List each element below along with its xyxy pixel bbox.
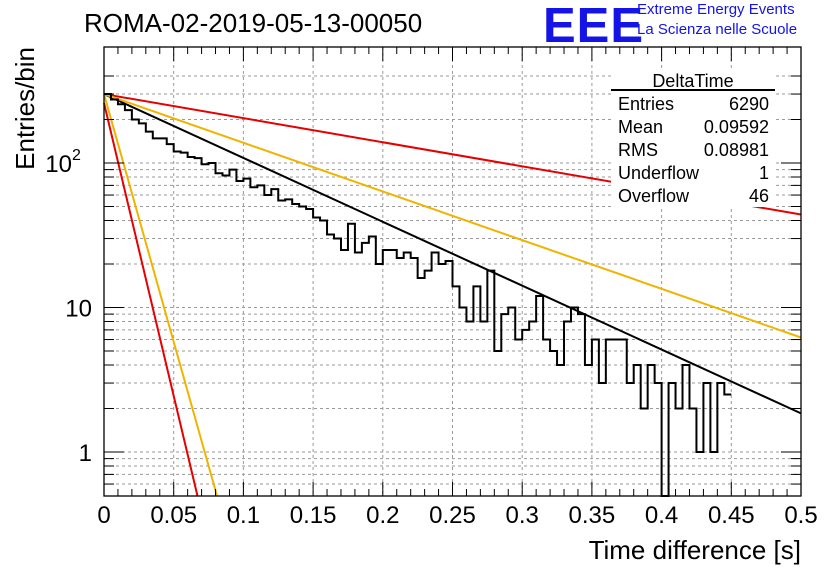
x-tick-label: 0.15 [290, 502, 337, 529]
y-tick-label: 10 [45, 151, 72, 178]
fit-curve [103, 93, 802, 339]
x-tick-label: 0.1 [227, 502, 260, 529]
logo-subtitle-2: La Scienza nelle Scuole [637, 21, 798, 38]
x-tick-labels: 0 0.05 0.1 0.15 0.2 0.25 0.3 0.35 0.4 0.45 0.5 [97, 502, 817, 529]
stats-value: 46 [749, 186, 769, 206]
x-tick-label: 0.2 [366, 502, 399, 529]
stats-value: 6290 [729, 94, 769, 114]
x-tick-label: 0 [97, 502, 110, 529]
x-tick-label: 0.4 [645, 502, 678, 529]
stats-box-bg [611, 71, 775, 207]
y-axis-title: Entries/bin [10, 47, 40, 170]
axis-ticks [103, 47, 802, 496]
x-tick-label: 0.5 [784, 502, 817, 529]
x-tick-label: 0.35 [569, 502, 616, 529]
x-tick-label: 0.25 [429, 502, 476, 529]
chart-title: ROMA-02-2019-05-13-00050 [84, 8, 423, 38]
fit-curve [103, 102, 199, 496]
logo-subtitle-1: Extreme Energy Events [637, 1, 795, 18]
y-tick-exponent: 2 [72, 147, 81, 164]
x-tick-label: 0.05 [150, 502, 197, 529]
eee-logo: EEE [543, 0, 645, 53]
stats-rows: Entries 6290 Mean 0.09592 RMS 0.08981Underflo… [618, 94, 769, 206]
fit-curve [103, 93, 802, 415]
fit-curve [103, 93, 218, 496]
stats-value: 1 [759, 163, 769, 183]
stats-value: 0.09592 [704, 117, 769, 137]
y-tick-label: 10 [65, 296, 92, 323]
stats-box: DeltaTime Entries 6290 Mean 0.09592 RMS 0.089… [611, 71, 775, 207]
x-tick-label: 0.45 [708, 502, 755, 529]
histogram [104, 93, 732, 497]
stats-label: RMS [618, 140, 658, 160]
x-tick-label: 0.3 [506, 502, 539, 529]
stats-label: Underflow [618, 163, 700, 183]
histogram-steps [104, 93, 732, 497]
x-axis-title: Time difference [s] [589, 535, 801, 565]
stats-label: Entries [618, 94, 674, 114]
stats-label: Overflow [618, 186, 690, 206]
y-tick-label: 1 [79, 440, 92, 467]
stats-label: Mean [618, 117, 663, 137]
stats-header: DeltaTime [652, 71, 733, 91]
stats-value: 0.08981 [704, 140, 769, 160]
